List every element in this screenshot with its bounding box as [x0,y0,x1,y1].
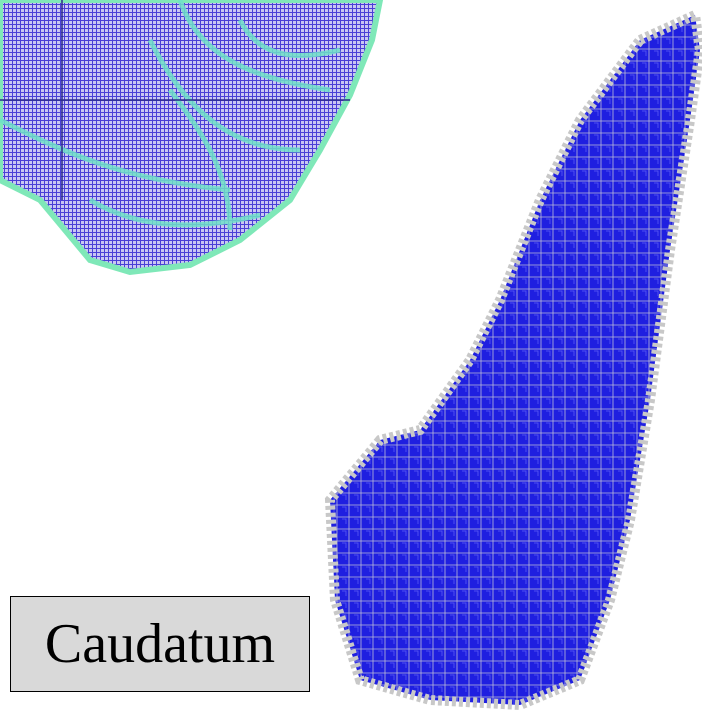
upper-structure [0,0,380,272]
mesh-surface [0,0,380,272]
caudatum-structure [330,15,700,705]
page: Caudatum (() => { const data = JSON.pars… [0,0,702,713]
structure-label: Caudatum [10,596,310,692]
mesh-surface [330,15,700,705]
